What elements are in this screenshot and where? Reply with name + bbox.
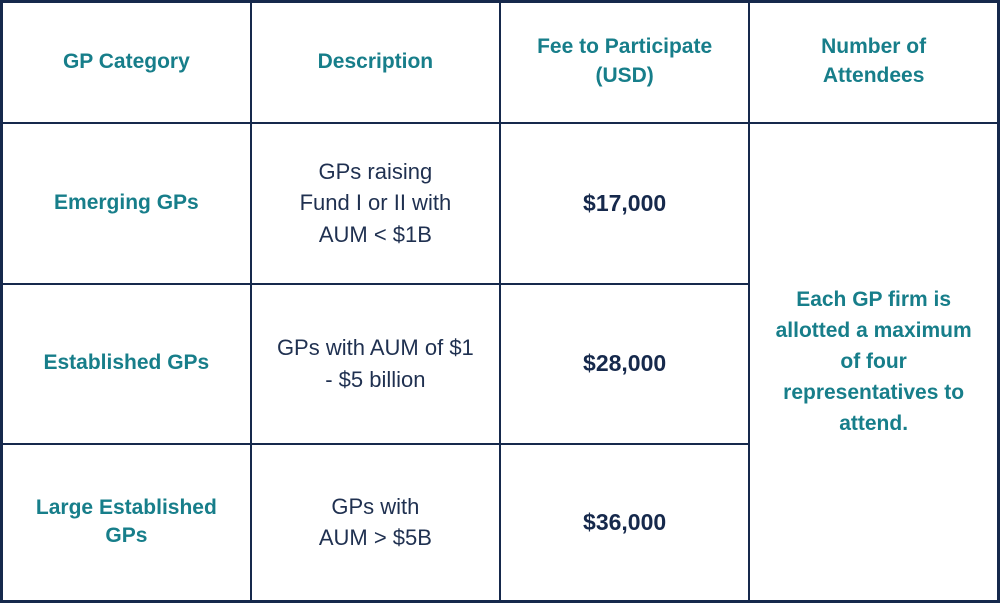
table-row: Large Established GPs GPs with AUM > $5B… [0,442,999,603]
description-large-established-gps: GPs with AUM > $5B [249,442,502,603]
description-emerging-gps: GPs raising Fund I or II with AUM < $1B [249,121,502,285]
fee-emerging-gps: $17,000 [498,121,751,285]
header-description: Description [249,0,502,124]
table-row: Established GPs GPs with AUM of $1 - $5 … [0,282,999,445]
header-gp-category: GP Category [0,0,252,124]
category-large-established-gps: Large Established GPs [0,442,252,603]
table-header-row: GP Category Description Fee to Participa… [0,0,1000,124]
fee-established-gps: $28,000 [498,282,751,445]
header-attendees: Number of Attendees [748,0,1000,124]
category-established-gps: Established GPs [0,282,252,445]
header-fee: Fee to Participate (USD) [498,0,751,124]
category-emerging-gps: Emerging GPs [0,121,252,285]
table-row: Emerging GPs GPs raising Fund I or II wi… [0,121,1000,603]
fee-large-established-gps: $36,000 [498,442,751,603]
attendees-note: Each GP firm is allotted a maximum of fo… [748,121,1000,603]
description-established-gps: GPs with AUM of $1 - $5 billion [249,282,502,445]
